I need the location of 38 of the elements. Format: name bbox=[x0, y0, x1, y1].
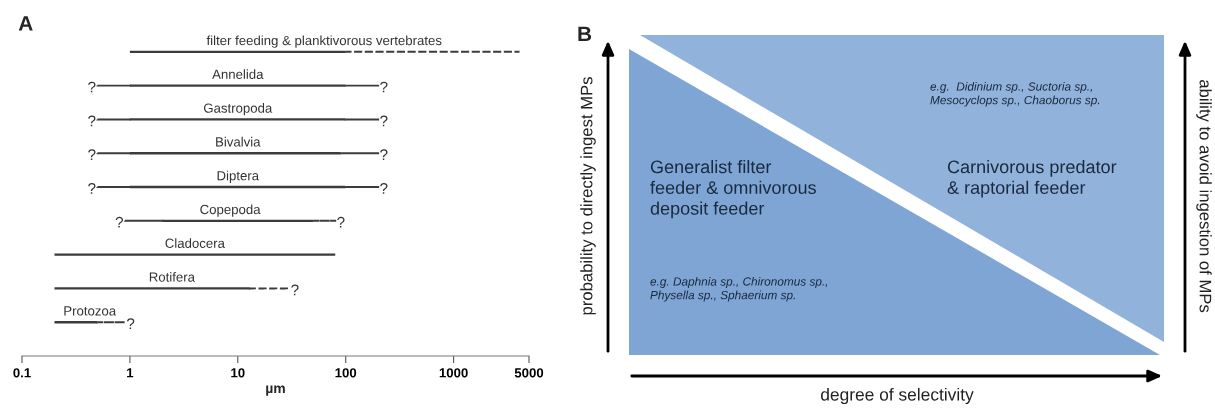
annotation: ? bbox=[291, 284, 299, 296]
category-label: Diptera bbox=[217, 170, 260, 183]
annotation: ? bbox=[126, 318, 135, 329]
annotation: ? bbox=[380, 149, 388, 160]
text: B bbox=[578, 26, 592, 42]
chart-title: A bbox=[18, 16, 33, 31]
annotation: ? bbox=[115, 216, 123, 228]
annotation: ? bbox=[380, 115, 388, 127]
text: e.g. Didinium sp., Suctoria sp., Mesocyclops sp., Chaoborus sp. bbox=[930, 82, 1100, 107]
category-label: Protozoa bbox=[64, 306, 117, 316]
category-label: Gastropoda bbox=[203, 103, 273, 116]
annotation: ? bbox=[88, 183, 96, 194]
annotation: ? bbox=[88, 81, 96, 93]
annotation: ? bbox=[88, 149, 96, 160]
x-tick-label: 1 bbox=[127, 368, 134, 378]
text: ability to avoid ingestion of MPs bbox=[1196, 79, 1212, 313]
x-tick-label: 0.1 bbox=[13, 368, 31, 378]
category-label: filter feeding & planktivorous vertebrates bbox=[206, 35, 442, 48]
x-tick-label: 100 bbox=[335, 368, 357, 378]
annotation: ? bbox=[88, 115, 96, 127]
text: Generalist filter feeder & omnivorous deposit feeder bbox=[650, 160, 816, 219]
text: probability to directly ingest MPs bbox=[580, 77, 596, 315]
x-tick-label: 1000 bbox=[439, 368, 468, 378]
annotation: ? bbox=[337, 216, 345, 228]
text: degree of selectivity bbox=[821, 387, 974, 405]
x-tick-label: 10 bbox=[231, 368, 245, 378]
category-label: Annelida bbox=[212, 69, 264, 79]
annotation: ? bbox=[380, 81, 388, 93]
category-label: Rotifera bbox=[149, 272, 195, 282]
bar bbox=[54, 253, 336, 256]
x-axis-title: µm bbox=[266, 385, 285, 396]
category-label: Bivalvia bbox=[216, 136, 261, 147]
x-tick-label: 5000 bbox=[514, 368, 544, 378]
text: e.g. Daphnia sp., Chironomus sp., Physella sp., Sphaerium sp. bbox=[650, 277, 828, 302]
category-label: Cladocera bbox=[165, 238, 225, 248]
text: Carnivorous predator & raptorial feeder bbox=[947, 160, 1117, 198]
category-label: Copepoda bbox=[200, 204, 261, 217]
annotation: ? bbox=[380, 183, 388, 194]
